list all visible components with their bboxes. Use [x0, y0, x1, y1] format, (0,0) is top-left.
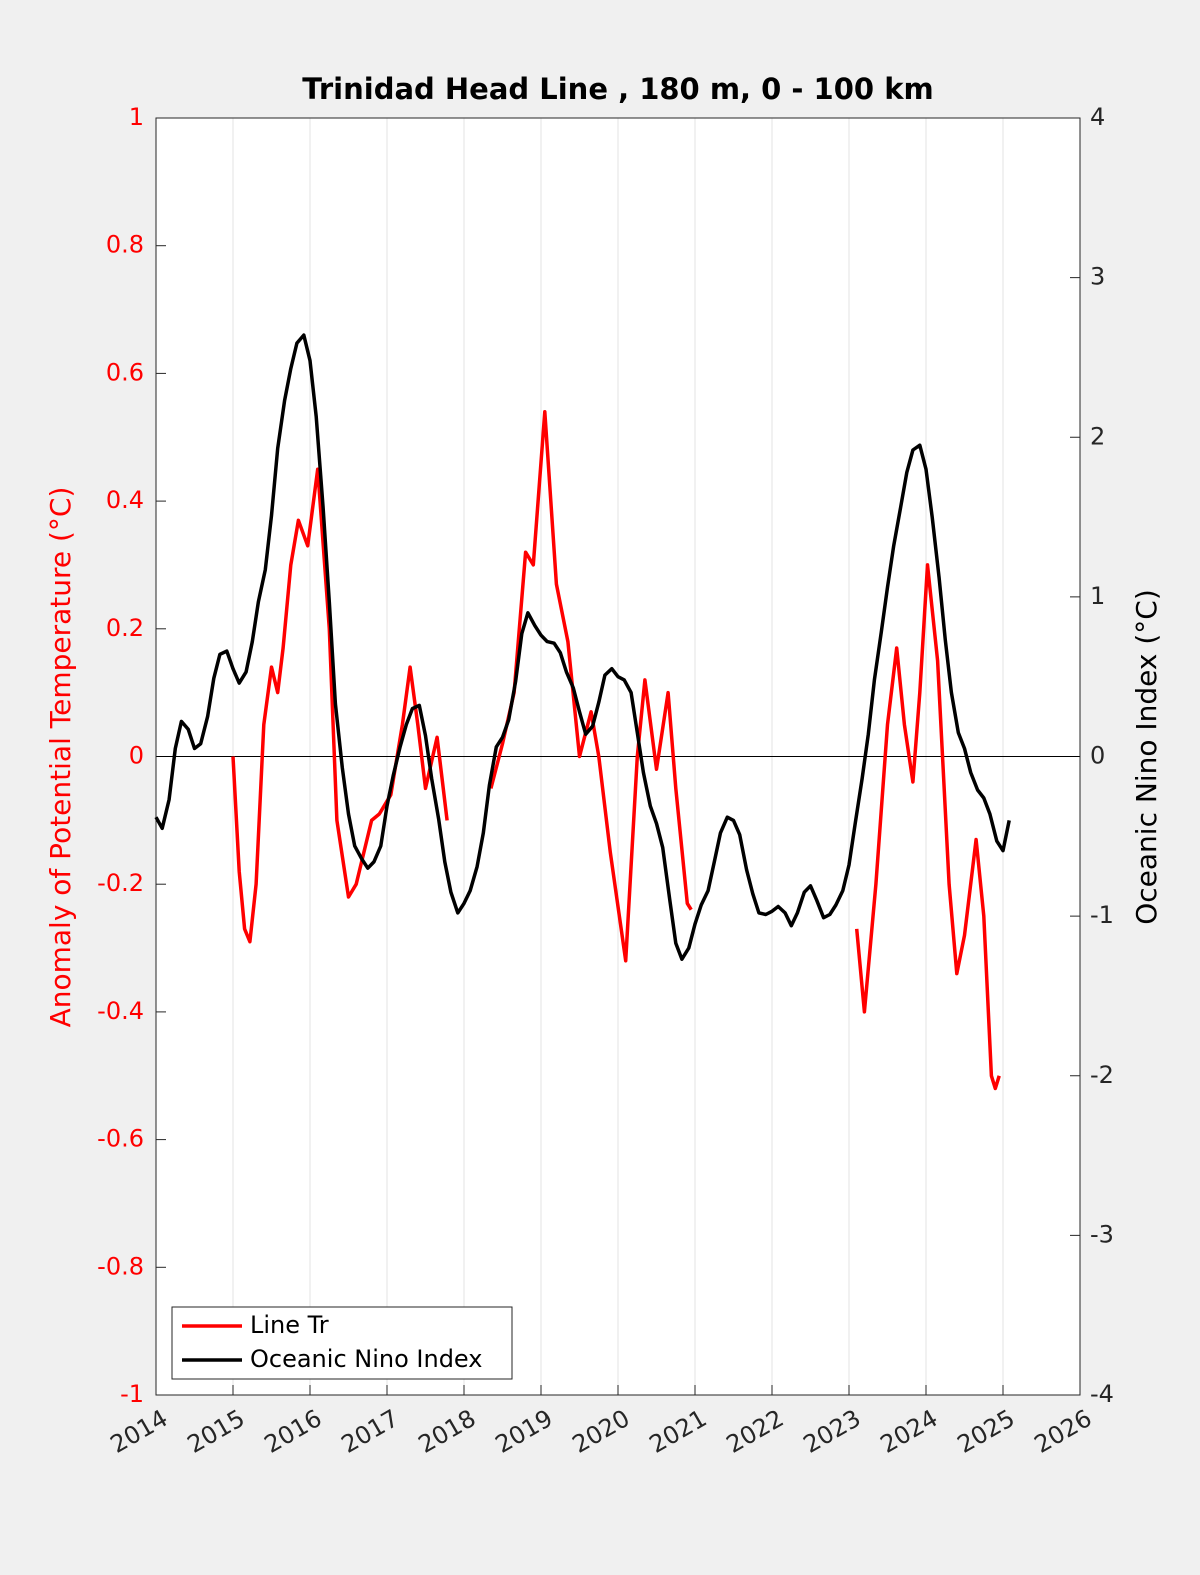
y2-tick-label: -1: [1090, 901, 1114, 929]
series-line: [489, 409, 693, 963]
y-tick-label: 1: [129, 103, 144, 131]
y2-tick-label: 3: [1090, 263, 1105, 291]
y-tick-label: 0.8: [106, 231, 144, 259]
y-tick-label: -0.4: [97, 997, 144, 1025]
legend-label: Line Tr: [250, 1311, 329, 1339]
y2-tick-label: -2: [1090, 1061, 1114, 1089]
x-tick-label: 2025: [953, 1404, 1020, 1459]
series-line: [854, 563, 1001, 1091]
chart-title: Trinidad Head Line , 180 m, 0 - 100 km: [302, 72, 933, 106]
x-tick-label: 2020: [568, 1404, 635, 1459]
y-tick-label: 0.2: [106, 614, 144, 642]
y-tick-label: -0.2: [97, 869, 144, 897]
y2-axis-label: Oceanic Nino Index (°C): [1130, 589, 1163, 925]
x-tick-label: 2019: [491, 1404, 558, 1459]
series-line: [231, 467, 449, 944]
x-tick-label: 2015: [183, 1404, 250, 1459]
legend-box: [171, 1306, 513, 1380]
y2-tick-label: -3: [1090, 1220, 1114, 1248]
x-tick-label: 2024: [876, 1404, 943, 1459]
y2-tick-label: 0: [1090, 742, 1105, 770]
y2-tick-label: 4: [1090, 103, 1105, 131]
x-tick-label: 2022: [722, 1404, 789, 1459]
x-tick-label: 2021: [645, 1404, 712, 1459]
y2-tick-label: 1: [1090, 582, 1105, 610]
y-tick-label: 0.4: [106, 486, 144, 514]
y-tick-label: 0: [129, 742, 144, 770]
y-tick-label: -0.8: [97, 1252, 144, 1280]
y-tick-label: -0.6: [97, 1125, 144, 1153]
x-tick-label: 2014: [106, 1404, 173, 1459]
series-line: [154, 333, 1011, 961]
x-tick-label: 2017: [337, 1404, 404, 1459]
y-axis-label: Anomaly of Potential Temperature (°C): [44, 487, 77, 1028]
y-tick-label: -1: [120, 1380, 144, 1408]
x-tick-label: 2026: [1030, 1404, 1097, 1459]
x-tick-label: 2018: [414, 1404, 481, 1459]
y2-tick-label: 2: [1090, 422, 1105, 450]
x-tick-label: 2023: [799, 1404, 866, 1459]
y-tick-label: 0.6: [106, 358, 144, 386]
plot-frame: [155, 117, 1081, 1396]
y2-tick-label: -4: [1090, 1380, 1114, 1408]
legend-label: Oceanic Nino Index: [250, 1345, 482, 1373]
x-tick-label: 2016: [260, 1404, 327, 1459]
